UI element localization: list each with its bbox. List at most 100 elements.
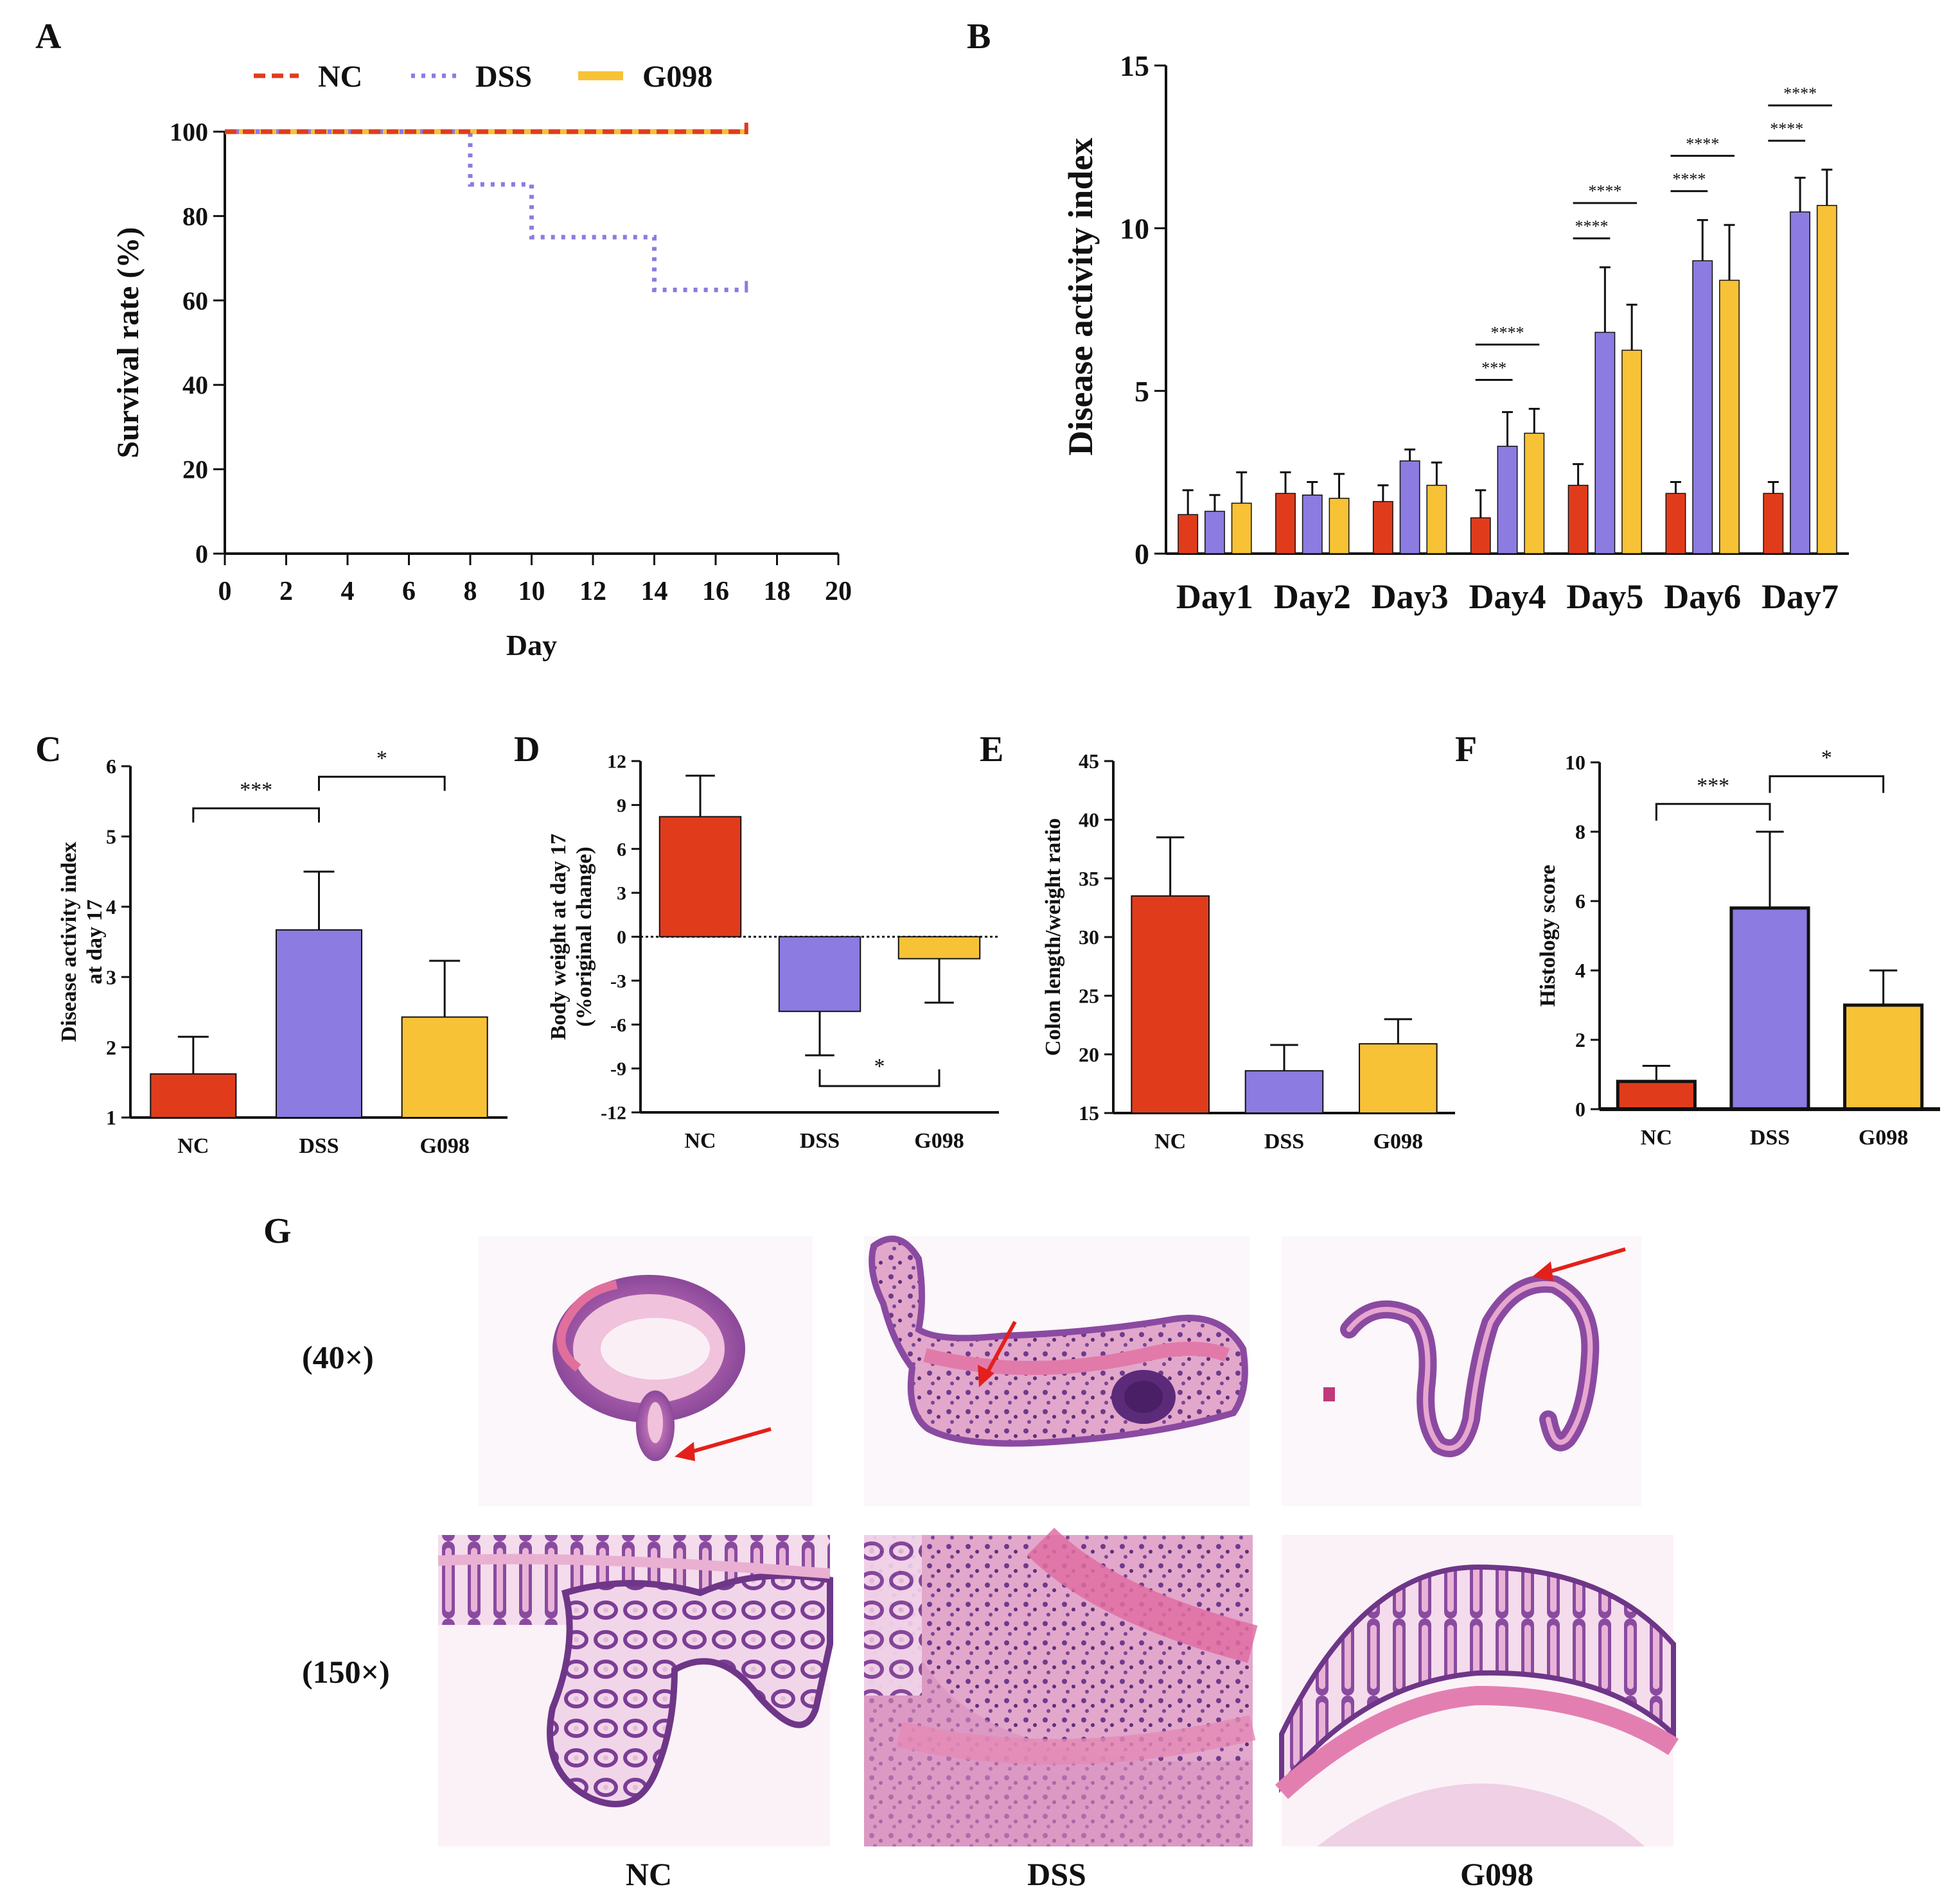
y-tick-label-a: 20: [182, 455, 208, 484]
y-tick-label-e: 20: [1079, 1043, 1099, 1066]
y-tick-label-e: 30: [1079, 925, 1099, 949]
y-tick-label-e: 45: [1079, 750, 1099, 773]
bar-dss: [1244, 1070, 1324, 1114]
y-tick-label-f: 10: [1565, 751, 1585, 774]
bar-dss-day6: [1692, 260, 1713, 554]
survival-chart: 0 20 40 60 80 100 0 2 4 6 8 10 12 14 16 18 20 Day Survival…: [111, 60, 852, 662]
bar-g098-day6: [1719, 279, 1740, 554]
y-tick-label-d: 9: [617, 795, 626, 816]
bar-g098-day3: [1426, 484, 1447, 554]
x-tick-label-a: 0: [218, 577, 232, 606]
x-tick-label-a: 6: [402, 577, 416, 606]
bar-nc-day1: [1178, 514, 1199, 554]
y-tick-label-b: 15: [1120, 49, 1149, 82]
panel-label-b: B: [967, 17, 991, 57]
bar-dss-day3: [1399, 460, 1420, 554]
panel-label-f: F: [1455, 730, 1477, 769]
bar-dss-day2: [1302, 495, 1323, 554]
x-tick-label-a: 4: [341, 577, 355, 606]
bar-nc: [150, 1073, 237, 1118]
x-tick-label-f: G098: [1858, 1126, 1908, 1150]
legend-label-g098: G098: [642, 60, 712, 94]
x-tick-label-b: Day3: [1372, 577, 1449, 616]
y-axis-title-c: Disease activity index: [57, 842, 81, 1042]
legend-label-dss: DSS: [475, 60, 532, 94]
y-tick-label-d: -3: [610, 970, 626, 992]
x-tick-label-d: G098: [914, 1129, 964, 1153]
bar-g098: [401, 1016, 488, 1118]
histology-label-dss: DSS: [1027, 1856, 1086, 1892]
significance-label-f: ***: [1697, 774, 1729, 798]
x-tick-label-b: Day1: [1176, 577, 1253, 616]
bar-nc-day4: [1470, 517, 1491, 554]
dai-time-course-chart: 0 5 10 15 Day1 Day2 Day3 Day4 Day5 Day6 Day7 Diseas…: [1061, 49, 1849, 616]
y-tick-label-f: 4: [1575, 959, 1585, 982]
x-tick-label-e: G098: [1373, 1130, 1423, 1153]
significance-label-b: ****: [1672, 170, 1706, 189]
bar-nc: [1616, 1080, 1697, 1111]
y-tick-label-e: 40: [1079, 809, 1099, 832]
significance-bracket-f: [1769, 775, 1885, 793]
bar-nc-day2: [1275, 493, 1296, 554]
x-tick-label-b: Day6: [1664, 577, 1741, 616]
y-tick-label-d: 3: [617, 883, 626, 904]
y-axis-title-d: (%original change): [572, 846, 596, 1026]
bar-nc-day6: [1665, 493, 1686, 554]
y-tick-label-d: 0: [617, 927, 626, 948]
y-tick-label-d: -12: [601, 1103, 626, 1124]
significance-bracket-c: [318, 775, 446, 791]
y-tick-label-d: 6: [617, 839, 626, 860]
significance-label-b: ****: [1783, 84, 1817, 103]
x-tick-label-e: DSS: [1264, 1130, 1304, 1153]
y-tick-label-c: 5: [106, 825, 116, 848]
x-tick-label-e: NC: [1154, 1130, 1186, 1153]
bar-g098: [1359, 1043, 1438, 1114]
panel-label-c: C: [35, 730, 61, 769]
bar-nc-day3: [1372, 501, 1393, 554]
bar-g098: [897, 936, 981, 960]
x-tick-label-f: NC: [1641, 1126, 1672, 1150]
magnification-label-40x: (40×): [302, 1339, 374, 1375]
panel-label-d: D: [514, 730, 540, 769]
micrograph-dss-150x: [864, 1527, 1258, 1846]
bar-nc: [1131, 895, 1210, 1114]
y-tick-label-f: 6: [1575, 890, 1585, 913]
bar-dss-day4: [1497, 446, 1518, 554]
y-tick-label-e: 25: [1079, 985, 1099, 1008]
y-tick-label-b: 0: [1135, 538, 1149, 570]
significance-label-b: ****: [1588, 182, 1621, 200]
micrograph-g098-150x: [1275, 1535, 1679, 1846]
bar-g098-day4: [1524, 432, 1545, 554]
x-axis-title-a: Day: [506, 629, 557, 662]
significance-label-b: ****: [1770, 119, 1803, 138]
histology-label-nc: NC: [626, 1856, 672, 1892]
y-axis-title-b: Disease activity index: [1061, 138, 1100, 456]
y-tick-label-e: 15: [1079, 1101, 1099, 1125]
y-tick-label-a: 100: [170, 118, 208, 146]
x-tick-label-a: 12: [579, 577, 606, 606]
bar-dss: [275, 929, 363, 1118]
y-tick-label-f: 8: [1575, 820, 1585, 843]
legend-label-nc: NC: [318, 60, 362, 94]
y-tick-label-c: 2: [106, 1036, 116, 1059]
bar-dss: [778, 936, 861, 1012]
x-tick-label-a: 18: [764, 577, 791, 606]
significance-label-d: *: [874, 1055, 885, 1078]
y-tick-label-d: -9: [610, 1058, 626, 1080]
y-axis-title-c: at day 17: [83, 899, 107, 984]
series-line-dss: [225, 129, 746, 292]
bar-g098-day7: [1816, 205, 1837, 554]
significance-bracket-c: [192, 807, 320, 823]
y-tick-label-f: 2: [1575, 1028, 1585, 1051]
micrograph-dss-40x: [864, 1235, 1249, 1506]
x-tick-label-c: G098: [419, 1134, 469, 1158]
significance-label-c: ***: [240, 778, 272, 802]
y-tick-label-a: 60: [182, 286, 208, 315]
x-tick-label-c: DSS: [299, 1134, 339, 1158]
y-tick-label-c: 4: [106, 895, 116, 918]
bar-g098-day1: [1231, 502, 1252, 554]
significance-label-b: ****: [1686, 135, 1719, 153]
micrograph-nc-40x: [479, 1236, 813, 1506]
